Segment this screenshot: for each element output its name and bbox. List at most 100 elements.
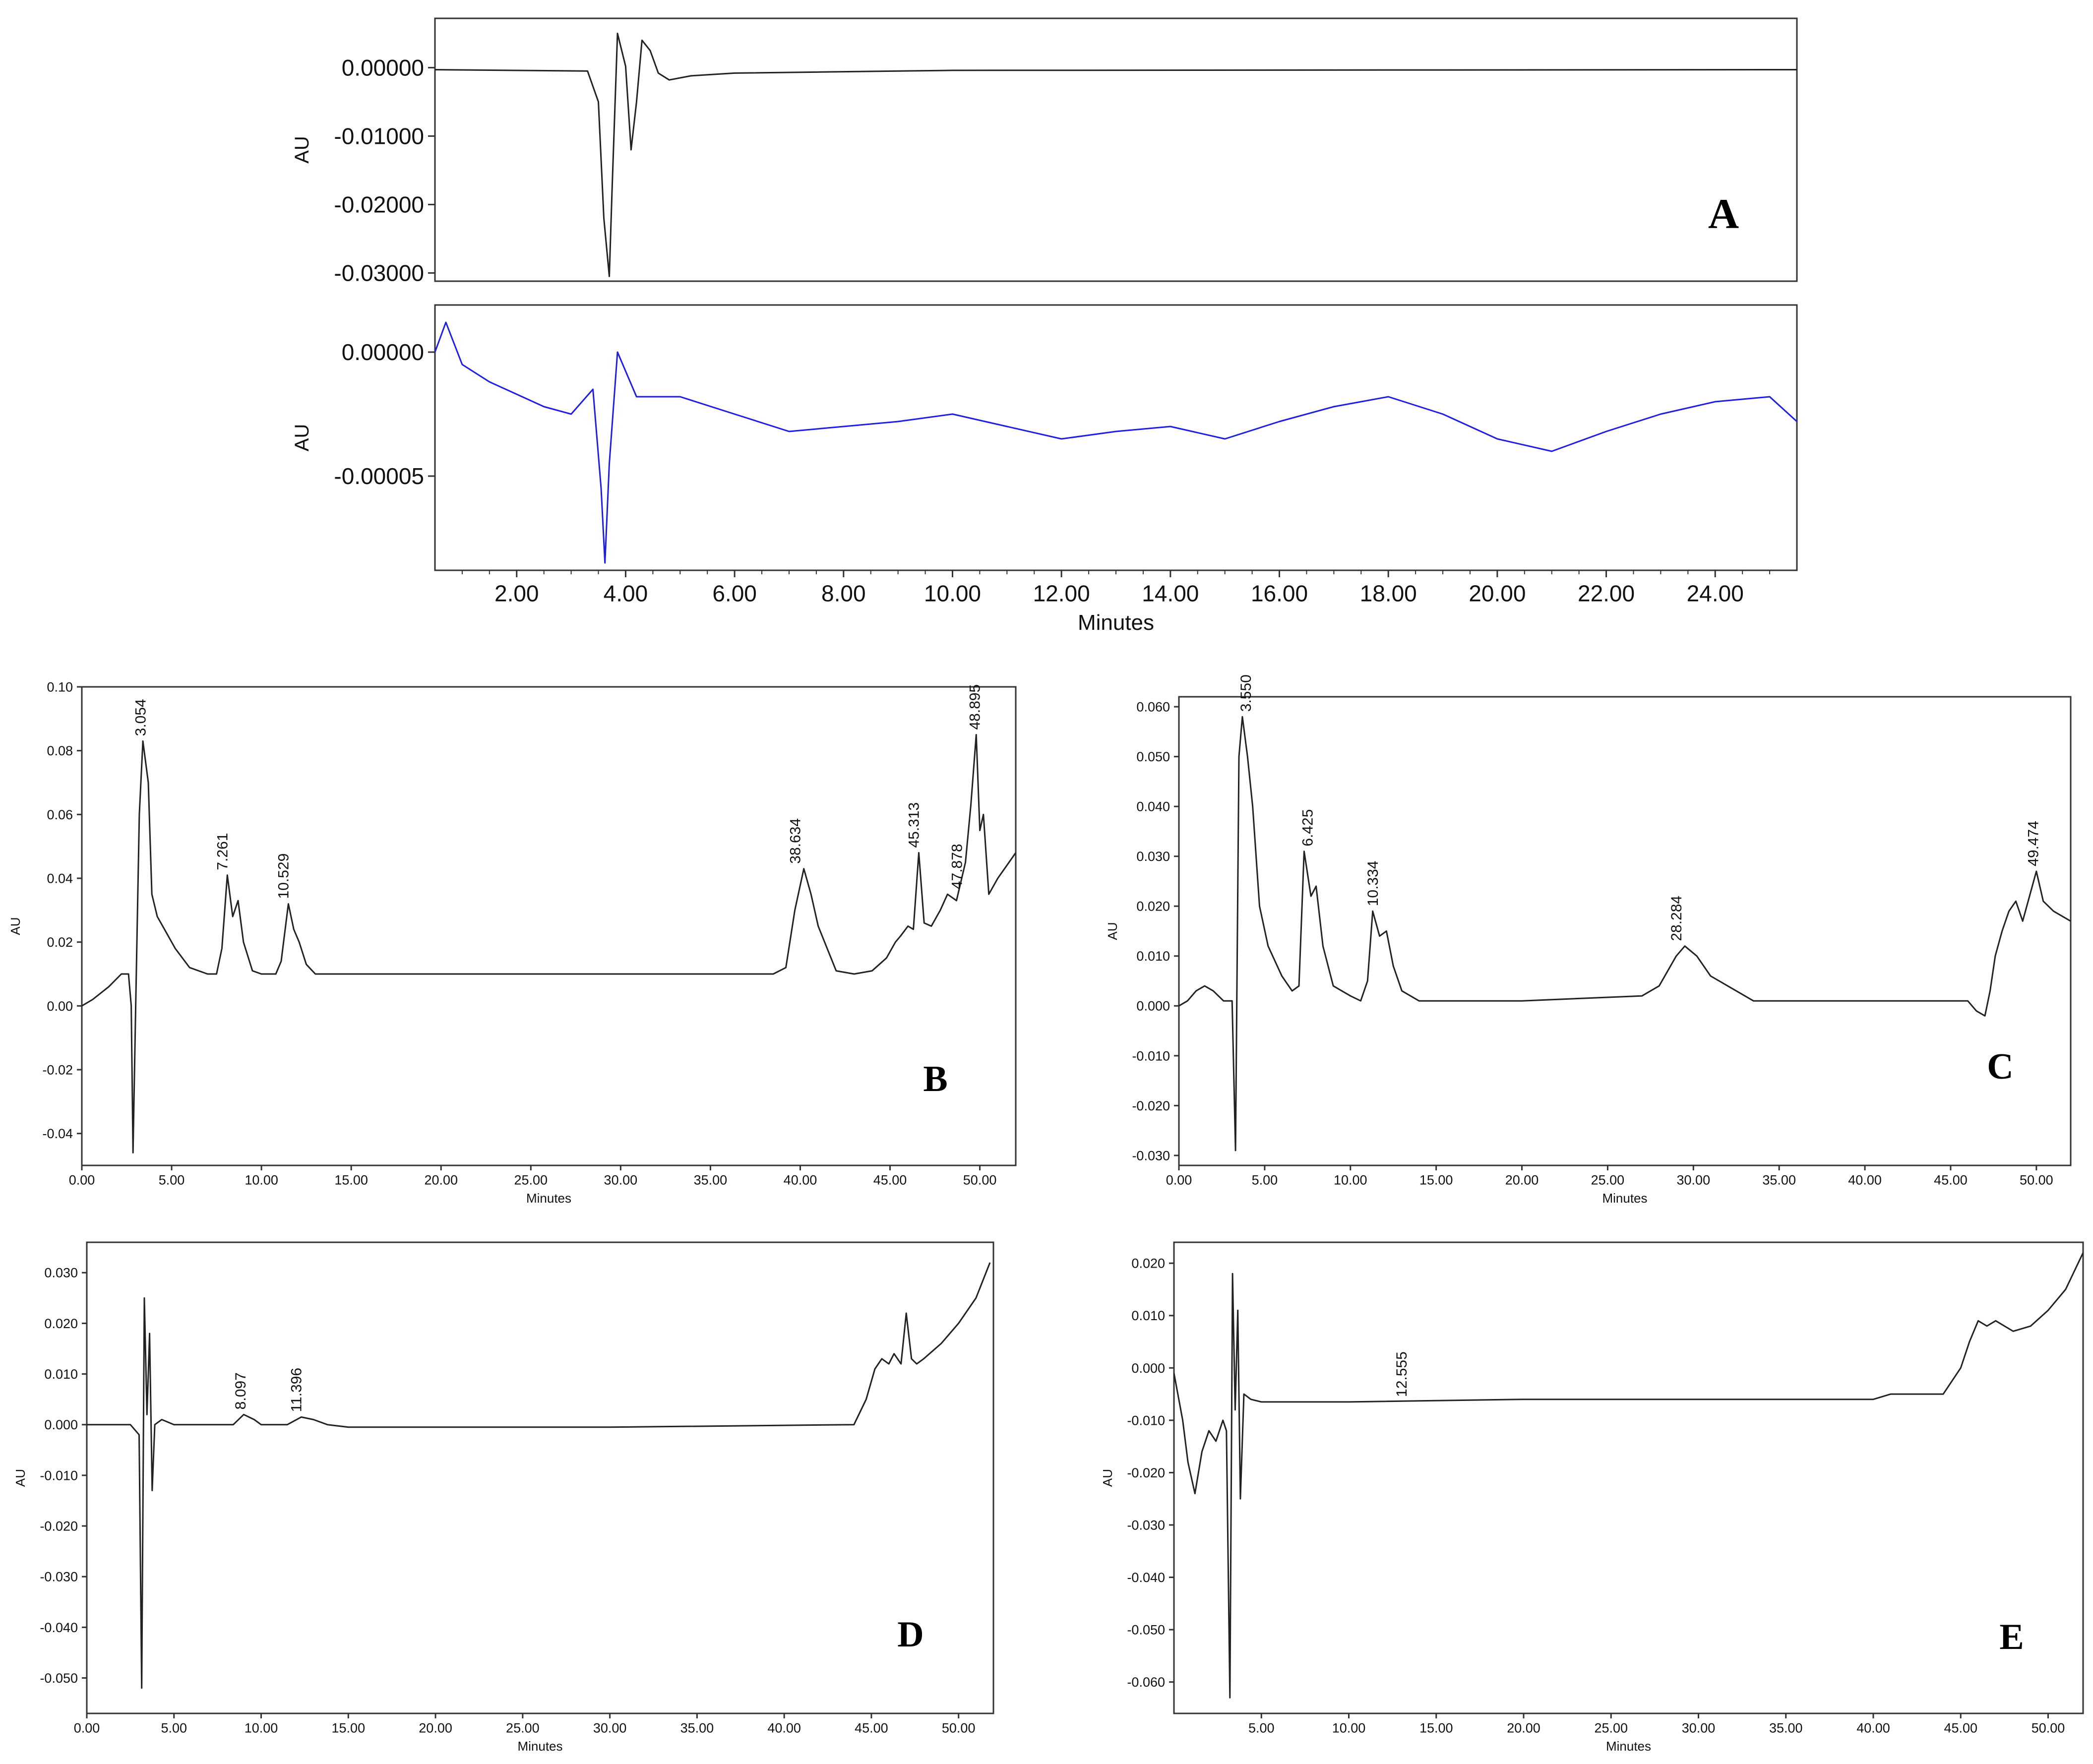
x-axis-label: Minutes — [1078, 610, 1154, 635]
trace-line — [1173, 1252, 2084, 1699]
x-axis-label: Minutes — [1602, 1191, 1647, 1206]
y-tick-label: -0.02000 — [334, 192, 424, 218]
x-tick-label: 50.00 — [2031, 1720, 2065, 1735]
x-tick-label: 45.00 — [855, 1720, 888, 1735]
x-tick-label: 5.00 — [1248, 1720, 1275, 1735]
x-axis-label: Minutes — [526, 1191, 571, 1206]
x-tick-label: 16.00 — [1251, 580, 1308, 606]
peak-label: 3.550 — [1238, 674, 1254, 712]
x-tick-label: 50.00 — [942, 1720, 976, 1735]
x-tick-label: 10.00 — [924, 580, 981, 606]
y-tick-label: 0.00000 — [342, 339, 424, 365]
y-tick-label: -0.060 — [1127, 1675, 1165, 1690]
y-tick-label: 0.00000 — [342, 55, 424, 80]
panel-letter: E — [1999, 1617, 2024, 1657]
x-tick-label: 30.00 — [604, 1172, 638, 1187]
y-tick-label: 0.060 — [1136, 700, 1170, 715]
x-tick-label: 35.00 — [694, 1172, 728, 1187]
panel-letter: D — [897, 1614, 923, 1655]
x-tick-label: 15.00 — [1419, 1720, 1453, 1735]
panel-letter: B — [923, 1059, 947, 1099]
y-tick-label: -0.020 — [1132, 1098, 1170, 1113]
plot-frame — [86, 1241, 994, 1714]
x-tick-label: 0.00 — [1166, 1172, 1192, 1187]
peak-label: 10.334 — [1365, 861, 1381, 907]
y-tick-label: 0.08 — [47, 743, 73, 758]
y-tick-label: -0.030 — [1127, 1518, 1165, 1532]
y-tick-label: 0.06 — [47, 807, 73, 822]
x-tick-label: 5.00 — [159, 1172, 185, 1187]
peak-label: 8.097 — [233, 1372, 249, 1409]
x-tick-label: 10.00 — [1332, 1720, 1366, 1735]
x-tick-label: 5.00 — [1252, 1172, 1278, 1187]
y-tick-label: -0.00005 — [334, 463, 424, 489]
panel-letter: A — [1708, 190, 1739, 238]
x-tick-label: 2.00 — [494, 580, 539, 606]
chart-panel-a-top: 0.00000 -0.01000 -0.02000 -0.03000 AU A — [291, 17, 1798, 286]
x-tick-label: 22.00 — [1578, 580, 1635, 606]
y-tick-label: -0.020 — [40, 1519, 78, 1533]
peak-label: 48.895 — [967, 684, 984, 730]
y-tick-label: 0.020 — [44, 1316, 78, 1331]
x-tick-label: 14.00 — [1142, 580, 1199, 606]
x-tick-label: 20.00 — [1469, 580, 1526, 606]
x-tick-label: 30.00 — [593, 1720, 627, 1735]
trace-line — [434, 32, 1797, 277]
y-tick-label: -0.030 — [1132, 1148, 1170, 1163]
y-tick-label: 0.010 — [1136, 949, 1170, 964]
y-axis-label: AU — [1100, 1469, 1115, 1487]
peak-label: 12.555 — [1394, 1351, 1410, 1397]
peak-label: 45.313 — [906, 802, 922, 848]
y-tick-label: 0.040 — [1136, 799, 1170, 814]
y-tick-label: -0.04 — [42, 1126, 73, 1141]
x-tick-label: 40.00 — [784, 1172, 817, 1187]
y-axis-label: AU — [1105, 922, 1120, 940]
x-tick-label: 18.00 — [1360, 580, 1417, 606]
peak-label: 11.396 — [288, 1368, 305, 1412]
x-tick-label: 35.00 — [680, 1720, 714, 1735]
x-tick-label: 20.00 — [1505, 1172, 1539, 1187]
x-tick-label: 30.00 — [1682, 1720, 1716, 1735]
y-tick-label: -0.010 — [1127, 1413, 1165, 1428]
x-tick-label: 0.00 — [74, 1720, 100, 1735]
y-axis-label: AU — [291, 136, 313, 164]
peak-label: 10.529 — [275, 853, 292, 899]
y-tick-label: -0.020 — [1127, 1465, 1165, 1480]
plot-frame — [1178, 696, 2072, 1166]
y-tick-label: -0.03000 — [334, 260, 424, 286]
x-tick-label: 10.00 — [1334, 1172, 1367, 1187]
y-tick-label: 0.10 — [47, 679, 73, 694]
plot-frame — [81, 686, 1017, 1166]
x-tick-label: 30.00 — [1677, 1172, 1711, 1187]
peak-label: 38.634 — [787, 818, 803, 864]
y-tick-label: 0.00 — [47, 999, 73, 1014]
x-tick-label: 6.00 — [712, 580, 757, 606]
y-tick-label: -0.040 — [40, 1620, 78, 1635]
peak-label: 49.474 — [2025, 821, 2041, 866]
y-tick-label: -0.010 — [1132, 1048, 1170, 1063]
chart-panel-a-bottom: 0.00000 -0.00005 2.00 4.00 6.00 8.00 10.00 12.0… — [291, 304, 1798, 635]
y-tick-label: -0.050 — [1127, 1623, 1165, 1638]
y-tick-label: -0.050 — [40, 1671, 78, 1686]
y-tick-label: 0.02 — [47, 935, 73, 950]
x-tick-label: 45.00 — [873, 1172, 907, 1187]
trace-line — [81, 734, 1017, 1154]
peak-label: 28.284 — [1668, 896, 1685, 941]
y-tick-label: 0.000 — [1131, 1361, 1165, 1376]
x-tick-label: 40.00 — [1848, 1172, 1882, 1187]
y-tick-label: 0.050 — [1136, 749, 1170, 764]
x-tick-label: 0.00 — [69, 1172, 95, 1187]
x-tick-label: 24.00 — [1687, 580, 1744, 606]
x-axis-label: Minutes — [1606, 1739, 1651, 1754]
x-tick-label: 35.00 — [1769, 1720, 1803, 1735]
x-tick-label: 40.00 — [1856, 1720, 1890, 1735]
y-tick-label: 0.010 — [44, 1367, 78, 1382]
x-tick-label: 25.00 — [514, 1172, 548, 1187]
x-tick-label: 25.00 — [1591, 1172, 1625, 1187]
y-tick-label: 0.020 — [1131, 1256, 1165, 1271]
y-tick-label: 0.010 — [1131, 1308, 1165, 1323]
x-tick-label: 20.00 — [424, 1172, 458, 1187]
peak-label: 7.261 — [214, 833, 231, 870]
trace-line — [87, 1262, 991, 1689]
